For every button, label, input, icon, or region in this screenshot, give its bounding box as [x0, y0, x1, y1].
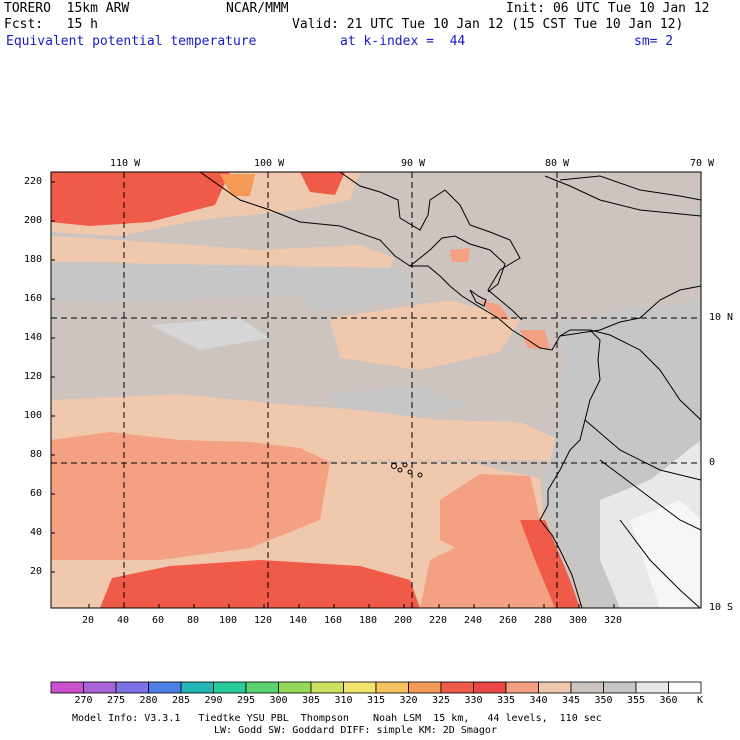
y-tick: 60 [30, 488, 43, 499]
y-tick: 80 [30, 449, 43, 460]
colorbar-swatch [440, 681, 474, 694]
lon-label-70w: 70 W [690, 158, 715, 169]
colorbar-label: 300 [269, 695, 288, 706]
colorbar-label: 325 [431, 695, 451, 706]
colorbar-swatch [50, 681, 84, 694]
colorbar-swatch [278, 681, 312, 694]
lat-label-10n: 10 N [709, 312, 734, 323]
colorbar-swatch [375, 681, 409, 694]
colorbar-swatch [213, 681, 247, 694]
x-tick: 220 [429, 615, 448, 626]
axis-ticks [51, 181, 615, 608]
colorbar-swatch [148, 681, 182, 694]
lat-label-10s: 10 S [709, 602, 734, 613]
y-tick: 180 [24, 254, 43, 265]
y-tick: 120 [24, 371, 43, 382]
coastlines [199, 172, 701, 608]
x-tick: 300 [569, 615, 588, 626]
colorbar-label: 305 [301, 695, 321, 706]
model-title: TORERO 15km ARW [4, 1, 130, 16]
x-tick: 180 [359, 615, 378, 626]
map-frame [50, 171, 702, 609]
colorbar-swatch [343, 681, 377, 694]
colorbar-label: 345 [561, 695, 581, 706]
colorbar-label: 350 [594, 695, 613, 706]
colorbar-swatch [570, 681, 604, 694]
colorbar-swatch [668, 681, 702, 694]
y-tick: 40 [30, 527, 43, 538]
x-tick: 140 [289, 615, 308, 626]
lon-label-90w: 90 W [401, 158, 426, 169]
lon-label-80w: 80 W [545, 158, 570, 169]
x-tick: 60 [152, 615, 165, 626]
colorbar-swatch [115, 681, 149, 694]
colorbar-label: 270 [74, 695, 93, 706]
field-name: Equivalent potential temperature [6, 34, 257, 49]
colorbar-label: 290 [204, 695, 223, 706]
colorbar-label: 320 [399, 695, 418, 706]
y-tick: 100 [24, 410, 43, 421]
institution-label: NCAR/MMM [226, 1, 289, 16]
y-tick: 20 [30, 566, 43, 577]
colorbar-label: 335 [496, 695, 516, 706]
theta-e-field [51, 172, 701, 608]
colorbar-label: 275 [106, 695, 126, 706]
x-tick: 160 [324, 615, 343, 626]
physics-info: LW: Godd SW: Goddard DIFF: simple KM: 2D… [214, 725, 497, 736]
lon-label-100w: 100 W [254, 158, 285, 169]
level-label: at k-index = 44 [340, 34, 466, 49]
x-tick: 20 [82, 615, 95, 626]
lon-label-110w: 110 W [110, 158, 141, 169]
colorbar-label: 310 [334, 695, 353, 706]
colorbar [50, 681, 702, 694]
colorbar-swatch [180, 681, 214, 694]
colorbar-swatch [538, 681, 572, 694]
y-tick: 200 [24, 215, 43, 226]
colorbar-label: 285 [171, 695, 191, 706]
colorbar-swatch [245, 681, 279, 694]
x-tick: 200 [394, 615, 413, 626]
x-tick: 320 [604, 615, 623, 626]
colorbar-swatch [310, 681, 344, 694]
colorbar-label: 340 [529, 695, 548, 706]
y-tick: 220 [24, 176, 43, 187]
colorbar-label: 280 [139, 695, 158, 706]
colorbar-label: 315 [366, 695, 386, 706]
x-tick: 260 [499, 615, 518, 626]
colorbar-label: 330 [464, 695, 483, 706]
colorbar-swatch [408, 681, 442, 694]
valid-time: Valid: 21 UTC Tue 10 Jan 12 (15 CST Tue … [292, 17, 684, 32]
smoothing-label: sm= 2 [634, 34, 674, 49]
colorbar-swatch [473, 681, 507, 694]
colorbar-label: 360 [659, 695, 678, 706]
x-tick: 240 [464, 615, 483, 626]
y-tick: 140 [24, 332, 43, 343]
model-info: Model Info: V3.3.1 Tiedtke YSU PBL Thomp… [72, 713, 602, 724]
forecast-hour: Fcst: 15 h [4, 17, 98, 32]
x-tick: 100 [219, 615, 238, 626]
x-tick: 80 [187, 615, 200, 626]
colorbar-swatch [635, 681, 669, 694]
colorbar-swatch [83, 681, 117, 694]
colorbar-swatch [505, 681, 539, 694]
x-tick: 120 [254, 615, 273, 626]
x-tick: 40 [117, 615, 130, 626]
lat-label-0: 0 [709, 457, 716, 468]
x-tick: 280 [534, 615, 553, 626]
y-tick: 160 [24, 293, 43, 304]
latlon-grid [51, 172, 701, 608]
colorbar-swatch [603, 681, 637, 694]
colorbar-label: 295 [236, 695, 256, 706]
colorbar-unit: K [697, 695, 704, 706]
colorbar-label: 355 [626, 695, 646, 706]
init-time: Init: 06 UTC Tue 10 Jan 12 [506, 1, 710, 16]
